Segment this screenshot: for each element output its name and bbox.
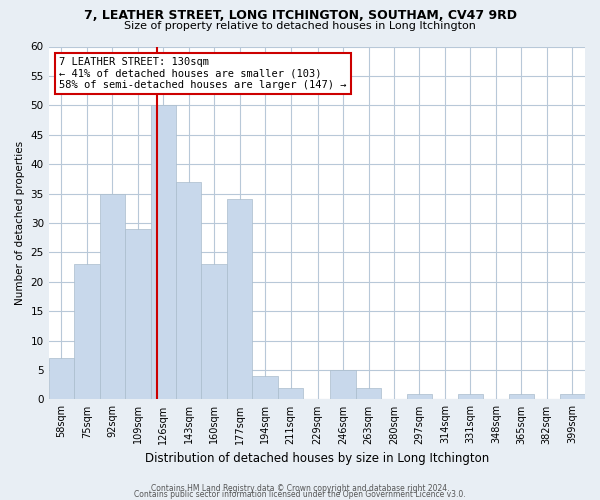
Bar xyxy=(458,394,483,400)
Bar xyxy=(100,194,125,400)
Text: Size of property relative to detached houses in Long Itchington: Size of property relative to detached ho… xyxy=(124,21,476,31)
Bar xyxy=(176,182,202,400)
Bar xyxy=(227,200,253,400)
Bar xyxy=(407,394,432,400)
Y-axis label: Number of detached properties: Number of detached properties xyxy=(15,141,25,305)
Text: 7, LEATHER STREET, LONG ITCHINGTON, SOUTHAM, CV47 9RD: 7, LEATHER STREET, LONG ITCHINGTON, SOUT… xyxy=(83,9,517,22)
Bar xyxy=(331,370,356,400)
Bar xyxy=(202,264,227,400)
Bar xyxy=(151,106,176,400)
Bar xyxy=(253,376,278,400)
Bar xyxy=(74,264,100,400)
Text: Contains HM Land Registry data © Crown copyright and database right 2024.: Contains HM Land Registry data © Crown c… xyxy=(151,484,449,493)
X-axis label: Distribution of detached houses by size in Long Itchington: Distribution of detached houses by size … xyxy=(145,452,489,465)
Bar xyxy=(356,388,381,400)
Bar xyxy=(125,229,151,400)
Bar xyxy=(278,388,304,400)
Bar xyxy=(560,394,585,400)
Text: Contains public sector information licensed under the Open Government Licence v3: Contains public sector information licen… xyxy=(134,490,466,499)
Bar xyxy=(509,394,534,400)
Bar xyxy=(49,358,74,400)
Text: 7 LEATHER STREET: 130sqm
← 41% of detached houses are smaller (103)
58% of semi-: 7 LEATHER STREET: 130sqm ← 41% of detach… xyxy=(59,57,347,90)
